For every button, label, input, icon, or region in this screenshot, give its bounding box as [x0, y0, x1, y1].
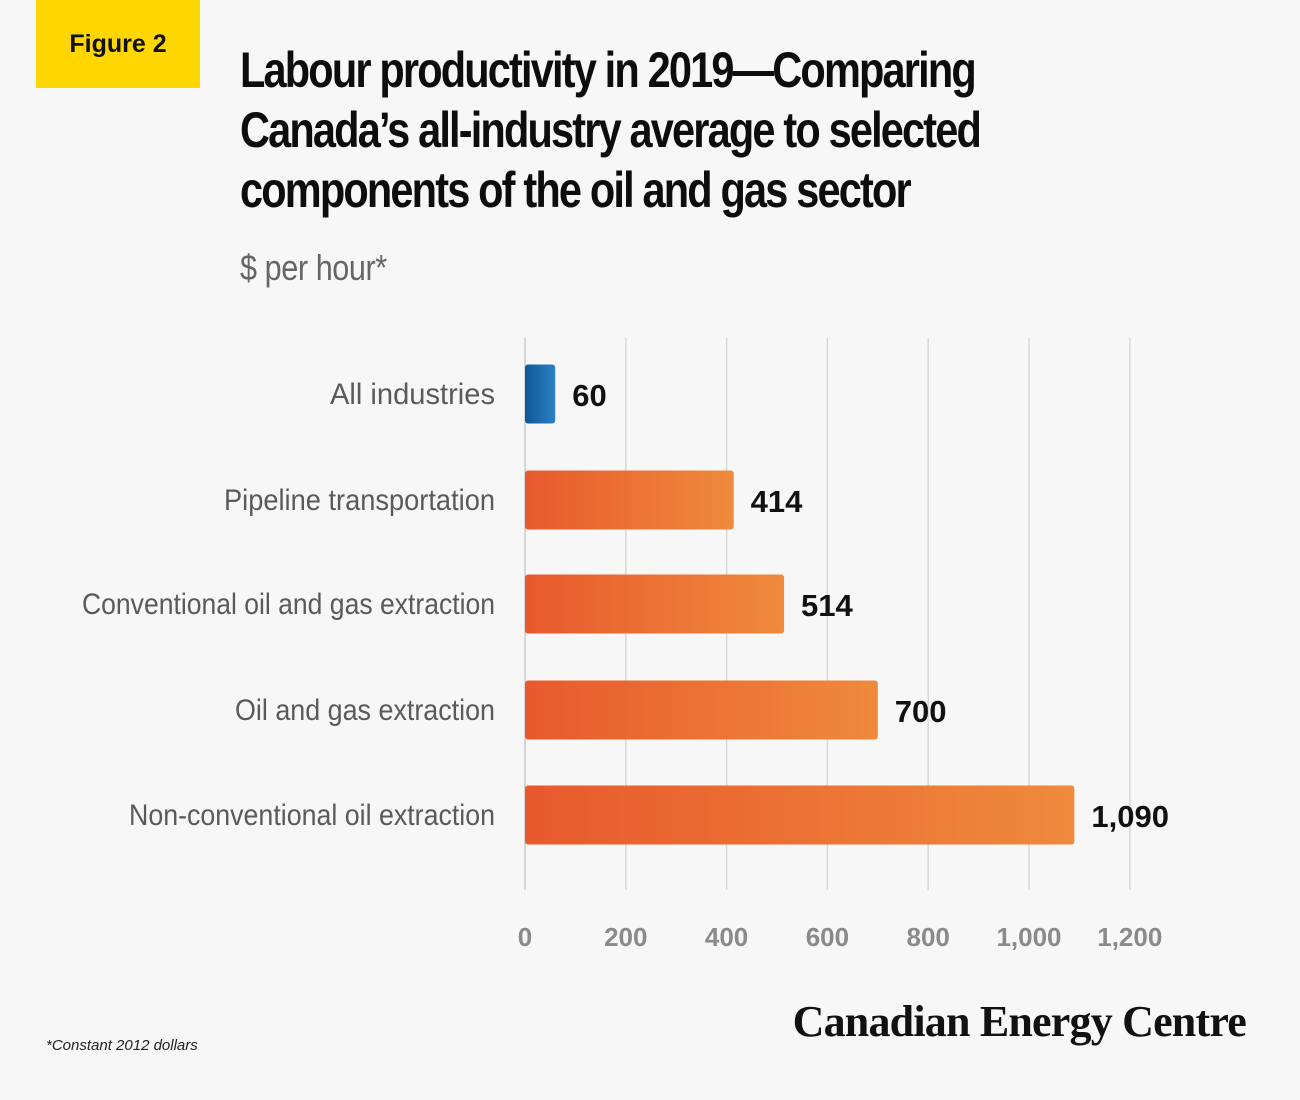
x-tick-label: 400 — [705, 922, 748, 952]
value-label: 414 — [751, 484, 803, 519]
value-label: 1,090 — [1091, 799, 1169, 834]
value-label: 60 — [572, 378, 606, 413]
x-tick-label: 200 — [604, 922, 647, 952]
footnote: *Constant 2012 dollars — [46, 1037, 198, 1054]
category-label: Pipeline transportation — [224, 484, 495, 517]
brand-logo: Canadian Energy Centre — [792, 997, 1247, 1046]
value-label: 514 — [801, 588, 853, 623]
labels: All industries 60 Pipeline transportation 4… — [82, 378, 1169, 834]
bar — [525, 470, 734, 530]
x-tick-label: 800 — [907, 922, 950, 952]
bars — [525, 364, 1075, 845]
category-label: Non-conventional oil extraction — [129, 799, 495, 832]
x-tick-label: 1,000 — [996, 922, 1061, 952]
category-label: Oil and gas extraction — [235, 694, 495, 727]
chart-subtitle: $ per hour* — [240, 247, 387, 288]
figure-badge: Figure 2 — [36, 0, 200, 88]
x-tick-label: 0 — [518, 922, 532, 952]
category-label: All industries — [330, 378, 495, 411]
category-label: Conventional oil and gas extraction — [82, 588, 495, 621]
gridlines: 0 200 400 600 800 1,000 1,200 — [518, 338, 1162, 952]
bar — [525, 680, 878, 740]
value-label: 700 — [895, 694, 947, 729]
x-tick-label: 1,200 — [1097, 922, 1162, 952]
x-tick-label: 600 — [806, 922, 849, 952]
figure-label: Figure 2 — [69, 29, 167, 58]
bar — [525, 574, 785, 634]
chart-title: Labour productivity in 2019—Comparing Ca… — [240, 42, 982, 218]
bar-chart: 0 200 400 600 800 1,000 1,200 All industries 60… — [82, 338, 1169, 952]
bar — [525, 364, 556, 424]
bar — [525, 785, 1075, 845]
